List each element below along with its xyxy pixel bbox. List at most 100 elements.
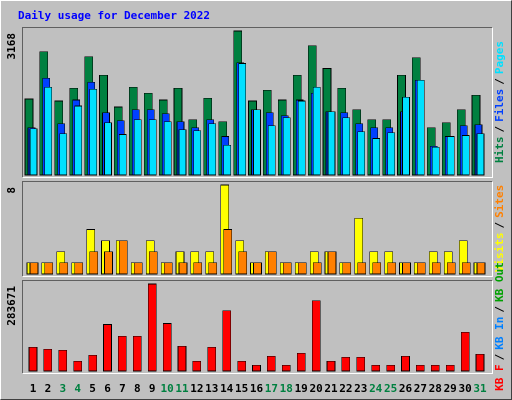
x-tick-label: 13: [205, 382, 218, 395]
bar: [104, 251, 113, 275]
bar: [59, 133, 68, 176]
bar: [118, 336, 127, 372]
bar: [44, 262, 54, 275]
bar: [402, 96, 410, 176]
bar: [446, 136, 455, 176]
bar: [163, 121, 172, 176]
bar: [253, 262, 262, 275]
bar: [387, 262, 396, 275]
bar: [267, 355, 276, 372]
x-tick-label: 28: [429, 382, 442, 395]
x-tick-label: 25: [384, 382, 397, 395]
bar: [312, 262, 322, 275]
bar: [281, 364, 291, 372]
x-tick-label: 16: [250, 382, 264, 395]
bar: [416, 364, 425, 372]
legend: Hits / Files / Pages: [493, 41, 506, 163]
bar: [193, 130, 202, 176]
x-tick-label: 8: [134, 382, 141, 395]
bar: [475, 353, 485, 372]
x-tick-label: 22: [339, 382, 352, 395]
x-tick-label: 2: [45, 382, 52, 395]
panel-edge-light: [22, 181, 493, 277]
bar: [430, 364, 440, 372]
legend-separator: /: [493, 78, 506, 85]
bar: [371, 364, 381, 372]
x-tick-label: 4: [74, 382, 81, 395]
bar: [223, 229, 232, 275]
x-tick-label: 23: [354, 382, 367, 395]
x-tick-label: 27: [414, 382, 427, 395]
bar: [238, 63, 246, 176]
bar: [297, 100, 306, 176]
bar: [148, 251, 158, 275]
bar: [119, 134, 127, 176]
legend-entry: Pages: [493, 41, 506, 74]
legend-separator: /: [493, 126, 506, 133]
legend-entry: Files: [493, 89, 506, 122]
chart-title: Daily usage for December 2022: [18, 9, 210, 22]
bar: [238, 251, 247, 275]
bar: [461, 262, 471, 275]
bar: [386, 364, 395, 372]
bar: [312, 86, 321, 176]
bar: [282, 262, 292, 275]
legend-entry: Sites: [493, 185, 506, 218]
bar: [89, 88, 97, 176]
y-tick-label: 8: [5, 187, 18, 194]
bar: [460, 332, 470, 372]
panel-edge-light: [22, 27, 493, 178]
bar: [59, 262, 69, 275]
bar: [431, 147, 440, 176]
bar: [192, 360, 202, 372]
bar: [222, 310, 231, 372]
x-tick-label: 30: [458, 382, 471, 395]
bar: [193, 262, 203, 275]
bar: [208, 123, 217, 176]
x-tick-label: 12: [190, 382, 203, 395]
bar: [297, 262, 307, 275]
bar: [29, 262, 39, 275]
legend-separator: /: [493, 306, 506, 313]
legend: KB F / KB In / KB Out: [493, 262, 506, 391]
bar: [476, 133, 485, 176]
bar: [44, 86, 53, 176]
x-tick-label: 6: [104, 382, 111, 395]
panel-edge-light: [22, 280, 493, 374]
bar: [177, 345, 187, 372]
bar: [29, 128, 38, 176]
bar: [268, 125, 276, 176]
bar: [372, 262, 382, 275]
bar: [134, 119, 142, 176]
bar: [401, 355, 410, 372]
bar: [119, 240, 128, 275]
bar: [341, 356, 351, 372]
bar: [103, 324, 112, 372]
bar: [446, 262, 456, 275]
bar: [178, 262, 188, 275]
x-tick-label: 7: [119, 382, 126, 395]
x-tick-label: 3: [59, 382, 66, 395]
panel-edge-dark: [22, 280, 493, 374]
bar: [28, 346, 38, 372]
bar: [147, 283, 157, 372]
x-tick-label: 19: [295, 382, 308, 395]
bar: [417, 80, 425, 176]
bar: [178, 129, 187, 176]
bar: [253, 109, 261, 176]
legend-entry: Hits: [493, 137, 506, 164]
bar: [327, 111, 336, 176]
x-tick-label: 17: [265, 382, 278, 395]
bar: [356, 356, 366, 372]
bar: [237, 360, 246, 372]
legend-separator: /: [493, 353, 506, 360]
bar: [445, 364, 455, 372]
panel-edge-dark: [22, 181, 493, 277]
bar: [73, 360, 82, 372]
x-tick-label: 5: [89, 382, 96, 395]
bar: [252, 364, 261, 372]
bar: [207, 346, 217, 372]
x-tick-label: 14: [220, 382, 234, 395]
